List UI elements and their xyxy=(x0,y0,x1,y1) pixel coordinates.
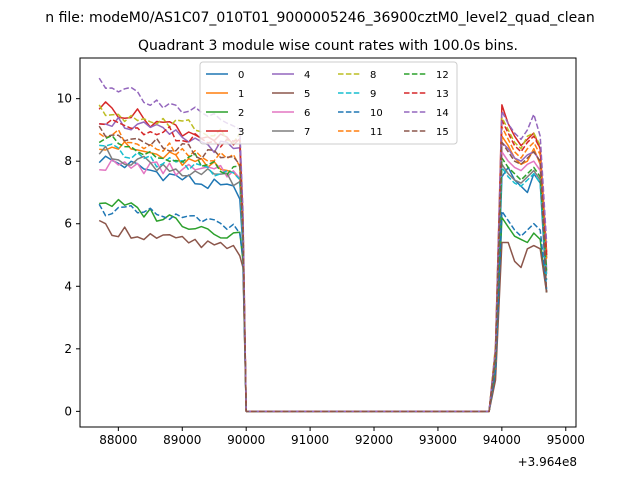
x-tick-label: 93000 xyxy=(419,433,457,447)
series-line-5 xyxy=(98,219,548,413)
legend-label-11: 11 xyxy=(370,127,383,138)
series-line-7 xyxy=(98,145,548,413)
legend-label-3: 3 xyxy=(238,127,244,138)
legend-label-10: 10 xyxy=(370,108,383,119)
plot-frame xyxy=(79,57,577,428)
legend-label-5: 5 xyxy=(304,89,310,100)
y-tick-label: 8 xyxy=(64,154,72,168)
x-tick-label: 94000 xyxy=(483,433,521,447)
series-line-10 xyxy=(98,203,548,413)
series-line-4 xyxy=(99,116,548,413)
y-tick-label: 6 xyxy=(64,217,72,231)
legend-label-13: 13 xyxy=(436,89,449,100)
legend-label-6: 6 xyxy=(304,108,310,119)
series-line-3 xyxy=(98,101,548,413)
legend-label-12: 12 xyxy=(436,70,449,81)
x-tick-label: 92000 xyxy=(355,433,393,447)
legend-label-8: 8 xyxy=(370,70,376,81)
series-line-11 xyxy=(98,126,548,413)
series-line-6 xyxy=(99,151,548,413)
x-tick-label: 91000 xyxy=(291,433,329,447)
x-tick-label: 90000 xyxy=(227,433,265,447)
x-tick-label: 95000 xyxy=(547,433,585,447)
series-line-15 xyxy=(98,125,548,413)
chart-title: Quadrant 3 module wise count rates with … xyxy=(138,38,518,54)
axes-layer: 88000 89000 90000 91000 92000 93000 94000 95000… xyxy=(57,57,585,469)
x-tick-label: 88000 xyxy=(99,433,137,447)
legend-label-4: 4 xyxy=(304,70,310,81)
y-tick-label: 2 xyxy=(64,342,72,356)
series-line-8 xyxy=(98,104,548,413)
legend-label-1: 1 xyxy=(238,89,244,100)
series-line-2 xyxy=(99,198,548,413)
legend-label-15: 15 xyxy=(436,127,449,138)
x-offset-label: +3.964e8 xyxy=(518,455,577,469)
y-tick-label: 4 xyxy=(64,279,72,293)
legend-label-9: 9 xyxy=(370,89,376,100)
legend-label-2: 2 xyxy=(238,108,244,119)
series-line-13 xyxy=(99,118,548,413)
figure-suptitle: n file: modeM0/AS1C07_010T01_9000005246_… xyxy=(45,10,594,26)
series-line-12 xyxy=(98,134,548,413)
series-line-0 xyxy=(98,155,548,413)
series-line-9 xyxy=(99,143,548,413)
legend-label-7: 7 xyxy=(304,127,310,138)
y-tick-label: 0 xyxy=(64,404,72,418)
legend-label-0: 0 xyxy=(238,70,244,81)
legend-box xyxy=(199,61,458,145)
legend-label-14: 14 xyxy=(436,108,449,119)
y-tick-label: 10 xyxy=(57,92,72,106)
x-tick-label: 89000 xyxy=(163,433,201,447)
